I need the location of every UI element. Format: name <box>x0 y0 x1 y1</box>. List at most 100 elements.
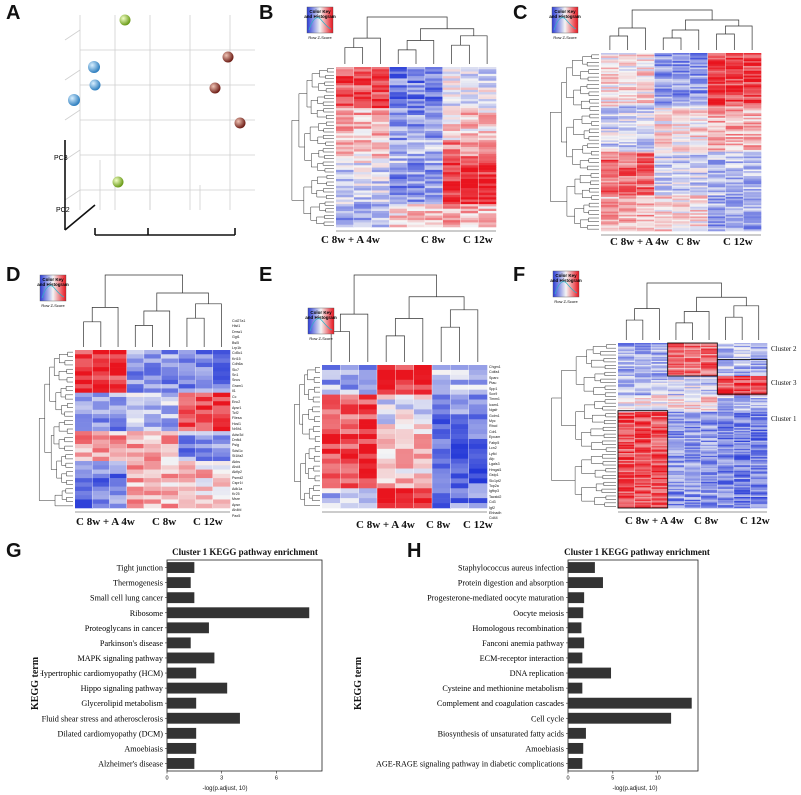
gene-label: Dmw1 <box>232 329 243 334</box>
x-tick-label: 6 <box>275 776 278 782</box>
gene-label: Colfa4 <box>489 370 500 375</box>
kegg-term-label: Cell cycle <box>531 714 564 723</box>
color-key-title-2: and Histogram <box>304 14 336 19</box>
x-tick-label: 0 <box>165 776 168 782</box>
cluster-label-2: Cluster 2 <box>771 345 797 353</box>
gene-label: Fliesa <box>232 416 242 421</box>
row-dendrogram <box>550 54 599 230</box>
gene-label: Igf2 <box>489 505 495 510</box>
panel-letter-a: A <box>6 2 21 24</box>
kegg-bar <box>568 682 583 694</box>
gene-label: Hist1 <box>232 324 241 329</box>
kegg-g-xlabel: -log(p.adjust, 10) <box>202 786 248 792</box>
kegg-h-title: Cluster 1 KEGG pathway enrichment <box>564 547 710 557</box>
kegg-term-label: Dilated cardiomyopathy (DCM) <box>57 729 163 738</box>
cluster-label-1: Cluster 1 <box>771 415 797 423</box>
gene-label: Top2a <box>489 483 499 488</box>
kegg-term-label: Homologous recombination <box>472 624 564 633</box>
gene-label: Ngsfr <box>489 408 498 413</box>
gene-label: Psig <box>232 443 239 448</box>
kegg-bar <box>568 667 612 679</box>
x-tick-label: 3 <box>220 776 223 782</box>
pca-plot: PC3 PC2 <box>54 14 255 236</box>
kegg-term-label: Amoebiasis <box>124 744 163 753</box>
pca-axis-pc3: PC3 <box>54 155 68 162</box>
pca-point-red-1 <box>222 51 234 63</box>
column-dendrogram <box>344 16 488 64</box>
color-key-title-2: and Histogram <box>549 14 581 19</box>
color-key-title: Color Key <box>309 9 331 14</box>
color-key-xlabel: Row Z-Score <box>554 299 578 304</box>
gene-label: Il1 <box>232 389 236 394</box>
kegg-bar <box>167 652 215 664</box>
gene-label: Sncs <box>232 378 240 383</box>
gene-label: Sox9 <box>489 392 498 397</box>
gene-label: Rbcd <box>489 424 498 429</box>
heatmap-c-group-2: C 8w <box>676 236 701 248</box>
kegg-bar <box>167 758 195 769</box>
gene-label: Akbs <box>232 459 240 464</box>
heatmap-f-group-1: C 8w + A 4w <box>625 515 684 527</box>
gene-label: Fabp5 <box>489 440 500 445</box>
cluster-label-3: Cluster 3 <box>771 379 797 387</box>
kegg-bar <box>568 742 584 754</box>
kegg-term-label: Protein digestion and absorption <box>458 579 564 588</box>
gene-label: Epcam <box>489 435 501 440</box>
panel-letter-d: D <box>6 264 21 286</box>
heatmap-d-group-1: C 8w + A 4w <box>76 516 135 528</box>
gene-label: Cspr1t <box>232 481 243 486</box>
kegg-bar <box>167 562 195 573</box>
kegg-bar <box>568 562 595 573</box>
heatmap-c-group-3: C 12w <box>723 236 753 248</box>
gene-label: Cc <box>232 394 237 399</box>
gene-labels-d: Col27a1 Hist1 Dmw1 Ggt1 Bsl5 Lrp1b Cd5c1 Krt15 C… <box>232 319 245 519</box>
heatmap-c-group-1: C 8w + A 4w <box>610 236 669 248</box>
row-dendrogram <box>294 367 320 506</box>
kegg-bar-chart-h: Staphylococcus aureus infection Protein d… <box>376 559 699 782</box>
row-dendrogram <box>291 68 334 226</box>
kegg-bar <box>568 758 583 769</box>
color-key-xlabel: Row Z-Score <box>553 35 577 40</box>
kegg-term-label: Fanconi anemia pathway <box>482 639 565 648</box>
gene-label: Ptau <box>489 381 497 386</box>
gene-labels-e: Chgm1 Colfa4 Sparc Ptau Spp1 Sox9 Timm1 Icam1 Ng… <box>489 365 501 522</box>
gene-label: Kr25 <box>232 492 240 496</box>
gene-label: Slc1pt2 <box>489 478 501 483</box>
kegg-term-label: Cysteine and methionine metabolism <box>442 684 564 693</box>
gene-label: Ehhadh <box>489 510 502 515</box>
plot-frame <box>567 559 699 772</box>
heatmap-d-group-3: C 12w <box>193 516 223 528</box>
x-tick-label: 5 <box>611 776 614 782</box>
gene-label: Myc <box>489 419 496 424</box>
gene-label: Cd5c1 <box>232 351 243 356</box>
gene-label: Gstp1 <box>489 473 499 478</box>
heatmap-e-group-2: C 8w <box>426 519 451 531</box>
heatmap-f-group-2: C 8w <box>694 515 719 527</box>
kegg-h-xlabel: -log(p.adjust, 10) <box>612 786 658 792</box>
kegg-term-label: Fluid shear stress and atherosclerosis <box>42 714 163 723</box>
gene-label: Adsr3d <box>232 432 244 437</box>
kegg-term-label: Amoebiasis <box>525 744 564 753</box>
kegg-bar <box>167 607 310 619</box>
color-key-title: Color Key <box>554 9 576 14</box>
kegg-term-label: Small cell lung cancer <box>90 594 163 603</box>
gene-label: St1ifa2 <box>232 454 244 459</box>
kegg-term-label: Oocyte meiosis <box>513 609 564 618</box>
pca-point-blue-3 <box>68 94 80 106</box>
pca-point-green-2 <box>112 176 124 188</box>
heatmap-cells <box>601 53 762 232</box>
color-key-title-2: and Histogram <box>305 315 337 320</box>
color-key-title: Color Key <box>310 310 332 315</box>
heatmap-cells <box>336 67 497 228</box>
kegg-term-label: Biosynthesis of unsaturated fatty acids <box>438 729 564 738</box>
kegg-term-label: Thermogenesis <box>113 579 163 588</box>
gene-label: Hcsl1 <box>232 421 241 426</box>
kegg-bar <box>167 622 209 634</box>
panel-letter-f: F <box>513 264 526 286</box>
